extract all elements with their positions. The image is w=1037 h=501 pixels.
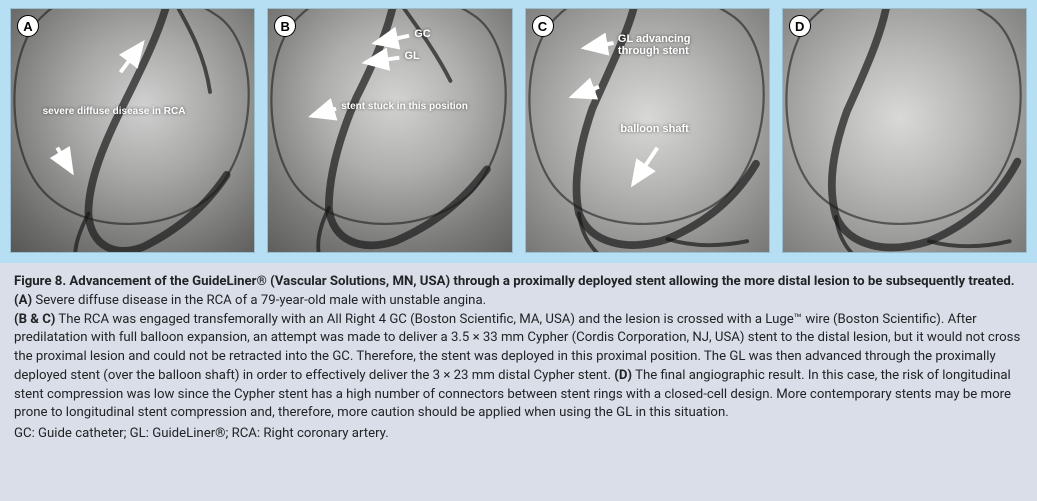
annotation-label: GL advancingthrough stent [618,33,691,57]
annotation-label: stent stuck in this position [341,101,468,112]
caption-d-label: (D) [614,368,632,383]
annotation-label: GC [414,28,431,40]
panel-c: C GL advancingthrough stentballoon shaft [525,8,770,253]
caption-title-rest: Severe diffuse disease in the RCA of a 7… [32,293,486,308]
panel-a: A severe diffuse disease in RCA [10,8,255,253]
annotation-label: severe diffuse disease in RCA [43,106,186,117]
annotation-label: GL [404,50,419,62]
figure-8: A severe diffuse disease in RCAB GCGLste… [0,0,1037,501]
panel-b: B GCGLstent stuck in this position [267,8,512,253]
caption-bc-label: (B & C) [14,312,55,327]
figure-caption: Figure 8. Advancement of the GuideLiner®… [0,263,1037,501]
panel-d: D [782,8,1027,253]
annotation-arrow [11,9,254,252]
caption-abbreviations: GC: Guide catheter; GL: GuideLiner®; RCA… [14,425,1023,444]
panel-badge: D [789,15,811,37]
annotation-arrow [268,9,511,252]
annotation-label: balloon shaft [620,123,688,135]
angiogram-lineart [783,9,1026,252]
panels-row: A severe diffuse disease in RCAB GCGLste… [0,0,1037,263]
